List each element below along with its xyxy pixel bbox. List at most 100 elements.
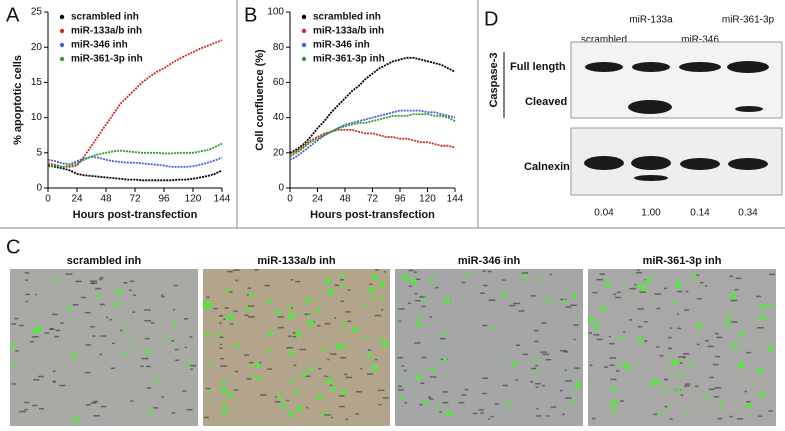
cell (479, 292, 485, 294)
apoptotic-cell (113, 301, 120, 308)
cell (397, 385, 402, 388)
apoptotic-cell (416, 315, 420, 319)
cell (144, 337, 150, 340)
apoptotic-cell (307, 320, 315, 327)
image-title: miR-361-3p inh (643, 255, 722, 267)
cell (588, 332, 592, 334)
cell (190, 368, 194, 370)
apoptotic-cell (301, 371, 307, 377)
cell (472, 412, 478, 415)
apoptotic-cell (203, 302, 211, 310)
apoptotic-cell (611, 407, 617, 413)
apoptotic-cell (445, 409, 453, 417)
cell (173, 284, 178, 287)
cell (229, 291, 233, 293)
cell (317, 324, 321, 327)
cell (502, 279, 506, 281)
cell (90, 280, 97, 282)
cell (235, 279, 238, 282)
series-line (289, 113, 456, 158)
legend-marker (59, 42, 65, 48)
cell (355, 391, 362, 393)
quant: 0.04 (594, 208, 614, 219)
cell (644, 278, 647, 281)
cell (233, 310, 238, 313)
cell (768, 410, 774, 412)
cell (768, 273, 775, 276)
apoptotic-cell (501, 291, 507, 297)
cell (326, 375, 329, 378)
cell (609, 378, 617, 381)
cell (292, 332, 296, 334)
apoptotic-cell (72, 416, 80, 423)
cell (244, 354, 250, 356)
cell (591, 417, 596, 420)
cell (90, 282, 98, 285)
cell (24, 272, 30, 274)
band-label: Cleaved (525, 96, 567, 108)
cell (533, 329, 539, 332)
apoptotic-cell (172, 322, 177, 327)
cell (264, 284, 270, 287)
cell (60, 322, 64, 324)
cell (374, 358, 378, 361)
x-tick-label: 120 (185, 194, 202, 205)
cell (100, 405, 107, 408)
apoptotic-cell (288, 411, 295, 418)
cell (219, 347, 223, 349)
cell (596, 278, 604, 281)
cell (293, 364, 297, 367)
legend-marker (301, 14, 307, 20)
cell (654, 293, 662, 295)
lane-label: miR-133a (629, 15, 673, 26)
cell (98, 278, 103, 281)
cell (19, 324, 24, 327)
apoptotic-cell (168, 336, 172, 341)
apoptotic-cell (280, 402, 286, 408)
apoptotic-cell (738, 362, 745, 370)
cell (99, 353, 102, 356)
cell (488, 299, 496, 301)
cell (334, 317, 337, 319)
cell (259, 361, 262, 364)
cell (734, 288, 739, 291)
cell (80, 296, 87, 299)
lane-label: miR-346 (681, 35, 719, 46)
apoptotic-cell (636, 284, 642, 289)
cell (219, 336, 224, 339)
cell (746, 351, 751, 354)
cell (52, 370, 56, 372)
apoptotic-cell (610, 386, 616, 392)
cell (367, 349, 371, 351)
quant: 0.14 (690, 208, 710, 219)
cell (339, 405, 345, 408)
cell (244, 314, 249, 317)
apoptotic-cell (207, 389, 211, 394)
y-tick-label: 40 (273, 112, 285, 123)
cell (218, 315, 224, 317)
cell (249, 361, 254, 364)
apoptotic-cell (574, 381, 582, 389)
cell (286, 399, 289, 402)
cell (344, 373, 348, 376)
cell (608, 335, 611, 338)
apoptotic-cell (116, 288, 123, 295)
cell (99, 276, 104, 279)
apoptotic-cell (320, 412, 325, 416)
y-tick-label: 0 (278, 183, 284, 194)
cell (229, 323, 234, 325)
apoptotic-cell (718, 401, 724, 407)
cell (677, 290, 683, 293)
apoptotic-cell (342, 344, 347, 349)
cell (565, 397, 572, 399)
cell (59, 384, 66, 387)
cell (324, 322, 331, 325)
cell (11, 323, 17, 325)
panel-label: A (6, 4, 20, 26)
cell (536, 407, 539, 410)
cell (685, 290, 689, 293)
apoptotic-cell (401, 273, 409, 281)
apoptotic-cell (327, 288, 335, 296)
cell (295, 280, 301, 283)
x-tick-label: 24 (71, 194, 83, 205)
